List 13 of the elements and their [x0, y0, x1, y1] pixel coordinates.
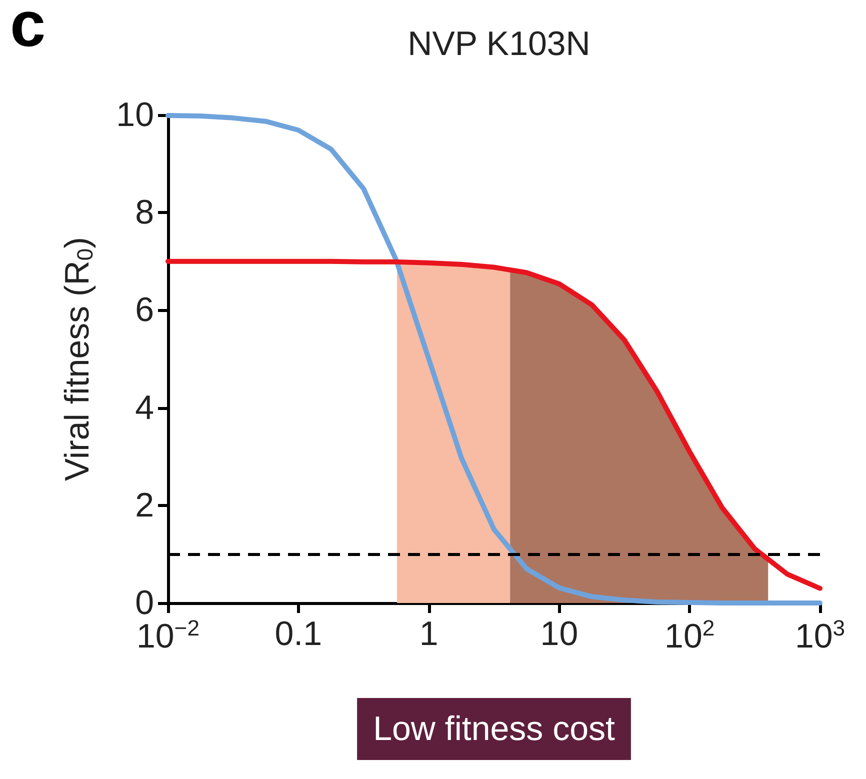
y-tick-label: 4 — [135, 388, 154, 427]
x-axis-title: Low fitness cost — [373, 710, 616, 748]
y-tick-label: 0 — [135, 584, 154, 622]
x-tick-label: 1 — [419, 615, 438, 653]
y-tick-label: 10 — [116, 96, 154, 134]
x-tick-label: 0.1 — [274, 615, 322, 653]
chart-title: NVP K103N — [408, 25, 590, 63]
y-tick-label: 8 — [135, 194, 154, 232]
y-axis-title: Viral fitness (R0) — [58, 236, 98, 482]
x-tick-label: 10 — [540, 615, 578, 653]
text: c — [10, 0, 46, 60]
y-tick-label: 2 — [135, 486, 154, 524]
y-tick-label: 6 — [135, 291, 154, 330]
